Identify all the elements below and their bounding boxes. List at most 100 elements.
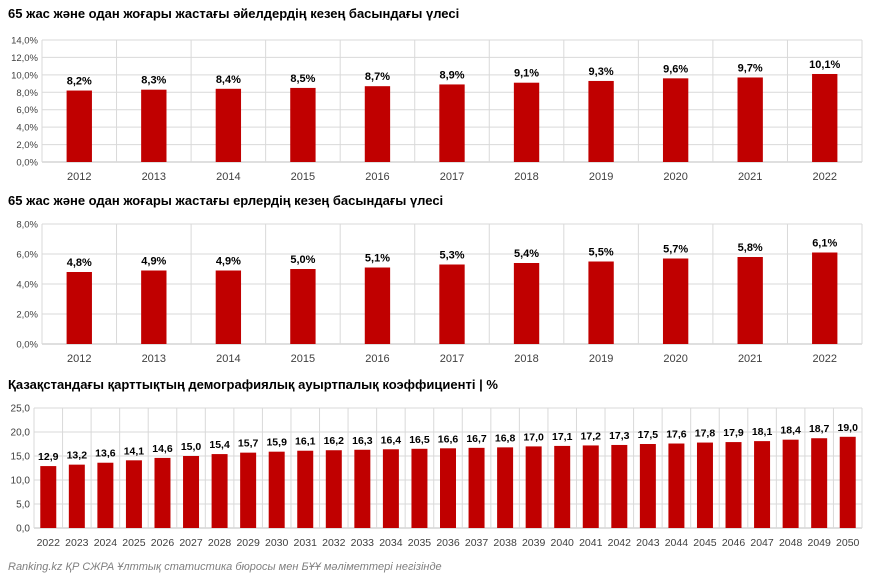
y-tick-label: 4,0% xyxy=(16,123,38,134)
x-tick-label: 2016 xyxy=(365,171,389,183)
data-label: 18,1 xyxy=(752,426,773,438)
data-label: 16,3 xyxy=(352,435,373,447)
x-tick-label: 2031 xyxy=(294,537,318,549)
y-tick-label: 20,0 xyxy=(11,428,31,439)
x-tick-label: 2046 xyxy=(722,537,746,549)
x-tick-label: 2022 xyxy=(812,171,836,183)
x-tick-label: 2039 xyxy=(522,537,546,549)
bar xyxy=(141,89,167,162)
bar xyxy=(513,82,540,162)
bar xyxy=(439,84,465,162)
bar xyxy=(66,272,92,344)
y-tick-label: 10,0% xyxy=(11,70,38,81)
bar xyxy=(497,447,514,528)
bar xyxy=(215,88,242,162)
y-tick-label: 15,0 xyxy=(11,452,31,463)
data-label: 15,9 xyxy=(266,437,287,449)
bar xyxy=(662,78,689,162)
bar xyxy=(440,448,456,528)
data-label: 17,9 xyxy=(723,427,744,439)
y-tick-label: 14,0% xyxy=(11,36,38,47)
data-label: 5,7% xyxy=(663,244,688,256)
data-label: 5,0% xyxy=(290,254,315,266)
x-tick-label: 2016 xyxy=(365,353,389,365)
x-tick-label: 2050 xyxy=(836,537,860,549)
bar xyxy=(668,443,685,528)
x-tick-label: 2028 xyxy=(208,537,232,549)
x-tick-label: 2020 xyxy=(663,171,687,183)
bar xyxy=(611,444,628,528)
x-tick-label: 2026 xyxy=(151,537,175,549)
data-label: 4,9% xyxy=(141,256,166,268)
y-tick-label: 0,0% xyxy=(16,158,38,169)
bar xyxy=(588,261,614,344)
chart-1-title: 65 жас және одан жоғары жастағы әйелдерд… xyxy=(8,6,460,21)
bar xyxy=(812,73,838,162)
bar xyxy=(811,438,828,528)
bar xyxy=(40,466,57,528)
y-tick-label: 25,0 xyxy=(11,404,31,415)
x-tick-label: 2032 xyxy=(322,537,346,549)
data-label: 8,2% xyxy=(67,76,92,88)
data-label: 9,6% xyxy=(663,63,688,75)
x-tick-label: 2015 xyxy=(291,171,315,183)
data-label: 16,7 xyxy=(466,433,487,445)
data-label: 15,4 xyxy=(209,439,230,451)
bar xyxy=(582,445,599,528)
bar xyxy=(240,452,257,528)
data-label: 17,5 xyxy=(638,429,659,441)
x-tick-label: 2018 xyxy=(514,353,538,365)
data-label: 5,3% xyxy=(439,250,464,262)
data-label: 5,4% xyxy=(514,248,539,260)
data-label: 8,4% xyxy=(216,74,241,86)
bar xyxy=(525,446,542,528)
bar xyxy=(183,456,200,528)
bar xyxy=(411,448,428,528)
chart-3-title: Қазақстандағы қарттықтың демографиялық а… xyxy=(8,377,498,392)
data-label: 5,8% xyxy=(738,242,763,254)
x-tick-label: 2036 xyxy=(436,537,460,549)
y-tick-label: 8,0% xyxy=(16,220,38,231)
y-tick-label: 4,0% xyxy=(16,280,38,291)
x-tick-label: 2022 xyxy=(37,537,61,549)
x-tick-label: 2017 xyxy=(440,171,464,183)
bar xyxy=(364,267,391,344)
bar xyxy=(215,270,242,344)
data-label: 5,5% xyxy=(589,247,614,259)
x-tick-label: 2025 xyxy=(122,537,146,549)
x-tick-label: 2019 xyxy=(589,171,613,183)
data-label: 6,1% xyxy=(812,238,837,250)
x-tick-label: 2033 xyxy=(351,537,375,549)
x-tick-label: 2049 xyxy=(807,537,831,549)
x-tick-label: 2044 xyxy=(665,537,689,549)
bar xyxy=(588,80,614,162)
x-tick-label: 2047 xyxy=(750,537,774,549)
data-label: 16,5 xyxy=(409,434,430,446)
x-tick-label: 2027 xyxy=(179,537,203,549)
y-tick-label: 12,0% xyxy=(11,53,38,64)
data-label: 14,1 xyxy=(124,445,145,457)
data-label: 16,1 xyxy=(295,436,316,448)
x-tick-label: 2020 xyxy=(663,353,687,365)
data-label: 16,6 xyxy=(438,433,459,445)
source-note: Ranking.kz ҚР СЖРА Ұлттық статистика бюр… xyxy=(8,561,442,573)
y-tick-label: 0,0% xyxy=(16,340,38,351)
data-label: 19,0 xyxy=(838,422,859,434)
x-tick-label: 2023 xyxy=(65,537,89,549)
data-label: 9,1% xyxy=(514,68,539,80)
bar xyxy=(513,263,540,344)
y-tick-label: 2,0% xyxy=(16,140,38,151)
data-label: 4,9% xyxy=(216,256,241,268)
data-label: 12,9 xyxy=(38,451,59,463)
chart-1-women-share: 0,0% 2,0% 4,0% 6,0% 8,0% 10,0% 12,0% 14,0% 8,2% 2… xyxy=(11,36,863,183)
data-label: 13,6 xyxy=(95,448,116,460)
bar xyxy=(125,460,142,528)
data-label: 18,7 xyxy=(809,423,830,435)
bar xyxy=(725,442,742,528)
bar xyxy=(268,451,285,528)
x-tick-label: 2035 xyxy=(408,537,432,549)
data-label: 8,3% xyxy=(141,75,166,87)
x-tick-label: 2022 xyxy=(812,353,836,365)
bar xyxy=(662,258,689,344)
x-tick-label: 2045 xyxy=(693,537,717,549)
